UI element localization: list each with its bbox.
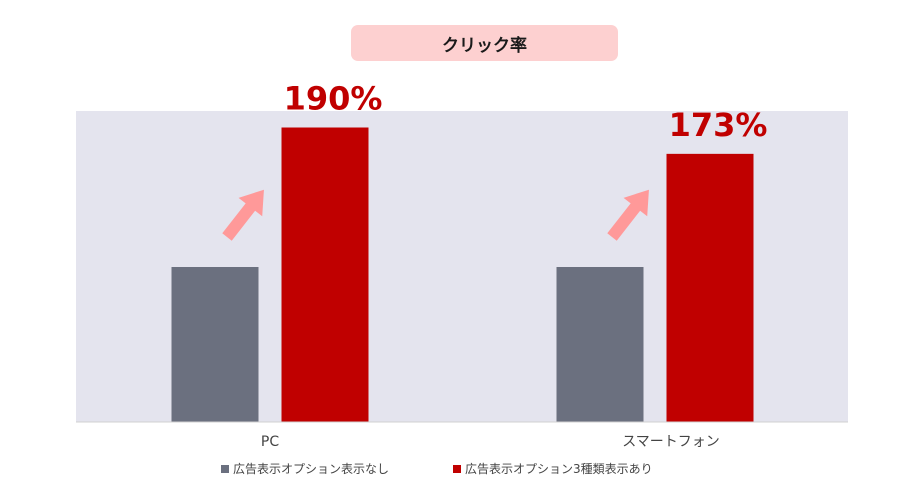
- legend-label: 広告表示オプション3種類表示あり: [465, 462, 653, 476]
- legend: 広告表示オプション表示なし 広告表示オプション3種類表示あり: [221, 460, 741, 476]
- legend-item-with-options: 広告表示オプション3種類表示あり: [453, 460, 653, 477]
- legend-item-without-options: 広告表示オプション表示なし: [221, 460, 389, 477]
- bar-without-options: [171, 267, 259, 422]
- x-tick-label: スマートフォン: [622, 434, 720, 450]
- chart-title: クリック率: [351, 25, 618, 61]
- bar-with-options: [281, 127, 369, 422]
- data-label: 173%: [669, 106, 768, 144]
- bar-with-options: [666, 153, 754, 422]
- arrow-shape: [222, 189, 264, 241]
- legend-swatch-red: [453, 464, 461, 473]
- up-right-arrow-icon: [222, 189, 264, 241]
- arrow-shape: [607, 189, 649, 241]
- legend-swatch-gray: [221, 464, 229, 473]
- data-label: 190%: [284, 80, 383, 118]
- bar-without-options: [556, 267, 644, 422]
- x-tick-label: PC: [261, 434, 279, 450]
- legend-label: 広告表示オプション表示なし: [233, 462, 390, 476]
- up-right-arrow-icon: [607, 189, 649, 241]
